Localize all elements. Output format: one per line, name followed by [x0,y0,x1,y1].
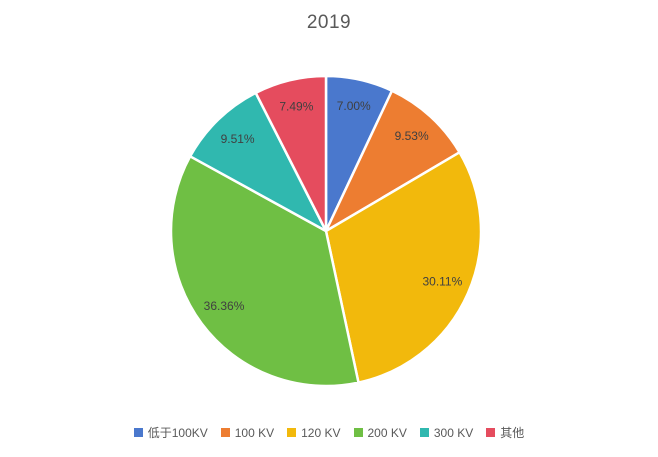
slice-label-3: 30.11% [422,274,462,288]
pie-slice-4[interactable] [169,155,360,388]
legend-label: 其他 [500,426,525,440]
legend-swatch-icon [287,428,297,437]
legend-label: 100 KV [234,425,275,440]
legend-label: 低于100KV [147,426,208,440]
legend-item-3[interactable]: 120 KV [287,425,341,440]
pie-slice-2[interactable] [324,89,461,233]
slice-label-5: 9.51% [221,132,255,146]
slice-label-1: 7.00% [337,99,371,113]
legend-item-6[interactable]: 其他 [486,424,524,441]
legend-swatch-icon [353,428,363,437]
chart-title: 2019 [306,12,352,33]
pie-slice-3[interactable] [324,151,483,384]
slice-label-2: 9.53% [395,129,429,143]
legend-label: 200 KV [367,425,407,440]
legend-label: 120 KV [301,425,341,440]
legend-swatch-icon [419,428,429,437]
pie-slice-6[interactable] [254,74,328,233]
slice-label-6: 7.49% [279,100,313,114]
legend-item-2[interactable]: 100 KV [220,425,275,440]
legend-item-1[interactable]: 低于100KV [133,424,208,441]
legend-swatch-icon [486,428,496,437]
slice-label-4: 36.36% [204,299,245,313]
legend-swatch-icon [220,428,230,437]
legend-item-5[interactable]: 300 KV [419,425,474,440]
legend-item-4[interactable]: 200 KV [353,425,407,440]
legend-swatch-icon [133,428,143,437]
legend-label: 300 KV [433,425,474,440]
legend: 低于100KV 100 KV 120 KV 200 KV 300 KV 其他 [0,424,658,441]
pie-slice-5[interactable] [188,91,328,233]
